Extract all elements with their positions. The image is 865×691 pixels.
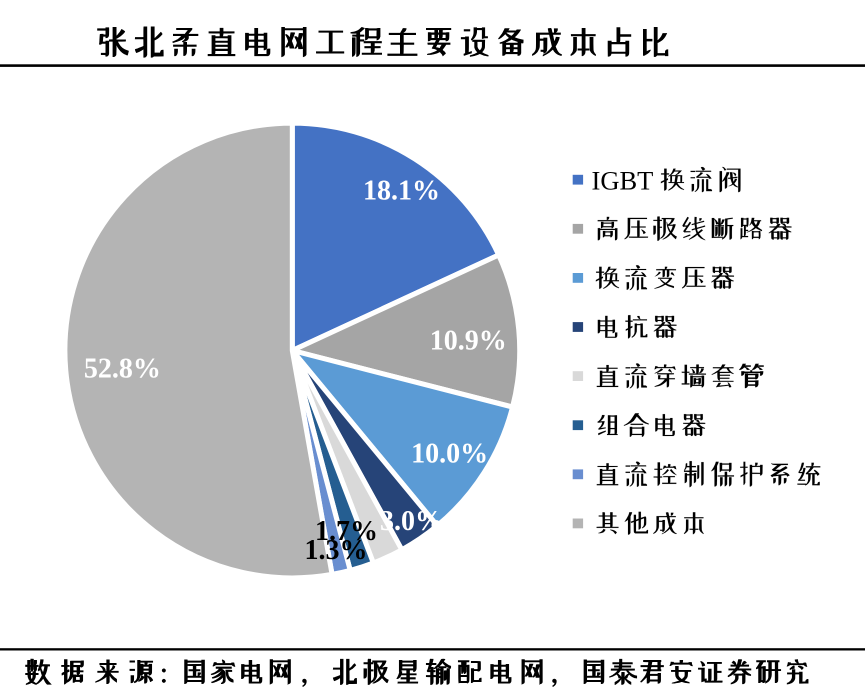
svg-text:10.0%: 10.0%	[411, 439, 488, 470]
svg-text:3.0%: 3.0%	[380, 506, 443, 537]
svg-text:52.8%: 52.8%	[84, 354, 161, 385]
svg-text:18.1%: 18.1%	[363, 176, 440, 207]
svg-text:10.9%: 10.9%	[430, 326, 507, 357]
svg-text:IGBT: IGBT	[592, 165, 654, 195]
svg-text:1.7%: 1.7%	[315, 516, 378, 547]
svg-text:1.3%: 1.3%	[305, 535, 368, 566]
